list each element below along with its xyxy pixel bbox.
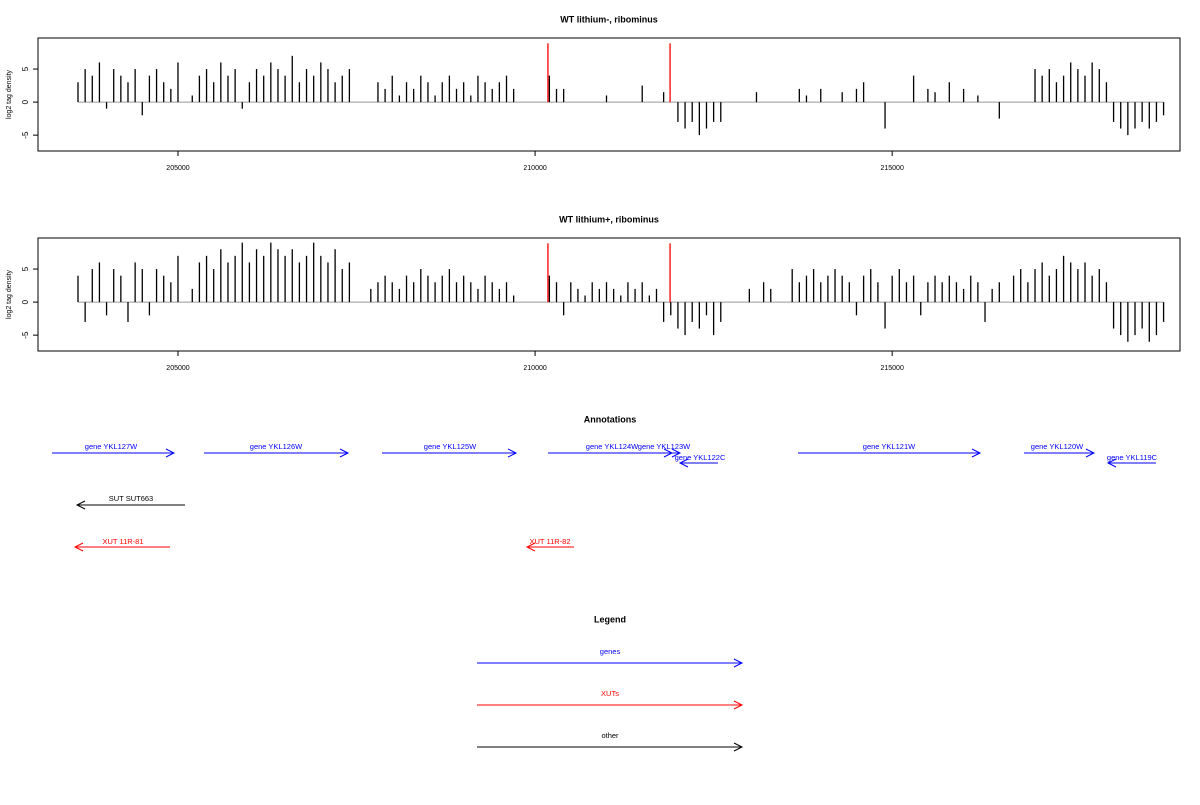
annotation-label: gene YKL121W xyxy=(863,442,916,451)
y-tick-label: 5 xyxy=(21,66,30,71)
annotation-label: gene YKL124W xyxy=(586,442,639,451)
annotation-label: gene YKL120W xyxy=(1031,442,1084,451)
y-tick-label: -5 xyxy=(21,331,30,339)
annotation-label: gene YKL119C xyxy=(1107,453,1158,462)
annotation-label: SUT SUT663 xyxy=(109,494,153,503)
annotation-label: gene YKL125W xyxy=(424,442,477,451)
plot-frame xyxy=(37,237,1181,352)
x-tick-label: 215000 xyxy=(880,365,903,372)
legend-title: Legend xyxy=(594,614,626,624)
x-tick-label: 210000 xyxy=(523,165,546,172)
y-axis-label: log2 tag density xyxy=(6,269,13,319)
annotation-arrow-head xyxy=(339,448,350,458)
x-tick-label: 205000 xyxy=(166,365,189,372)
annotation-arrow-head xyxy=(75,500,86,510)
annotation-arrow-head xyxy=(507,448,518,458)
annotation-label: gene YKL123W xyxy=(638,442,691,451)
y-tick-label: -5 xyxy=(21,131,30,139)
annotation-label: gene YKL127W xyxy=(85,442,138,451)
annotation-arrow-head xyxy=(1106,458,1117,468)
annotation-label: gene YKL126W xyxy=(250,442,303,451)
y-tick-label: 0 xyxy=(21,299,30,304)
annotation-label: XUT 11R-82 xyxy=(530,537,571,546)
annotations-title: Annotations xyxy=(584,414,637,424)
annotation-arrow-head xyxy=(671,448,682,458)
y-axis-label: log2 tag density xyxy=(6,69,13,119)
y-tick-label: 0 xyxy=(21,99,30,104)
chart-title: WT lithium-, ribominus xyxy=(560,14,658,24)
x-tick-label: 210000 xyxy=(523,365,546,372)
plot-frame xyxy=(37,37,1181,152)
annotation-arrow-head xyxy=(165,448,176,458)
legend-arrow-head xyxy=(733,700,744,710)
annotation-arrow-head xyxy=(1085,448,1096,458)
legend-label: XUTs xyxy=(601,689,619,698)
x-tick-label: 215000 xyxy=(880,165,903,172)
x-tick-label: 205000 xyxy=(166,165,189,172)
annotation-arrow-head xyxy=(971,448,982,458)
legend-arrow-head xyxy=(733,658,744,668)
legend-label: other xyxy=(601,731,619,740)
annotation-arrow-head xyxy=(525,542,536,552)
legend-arrow-head xyxy=(733,742,744,752)
annotation-arrow-head xyxy=(73,542,84,552)
annotation-label: XUT 11R-81 xyxy=(103,537,144,546)
annotation-label: gene YKL122C xyxy=(675,453,726,462)
legend-label: genes xyxy=(600,647,621,656)
chart-title: WT lithium+, ribominus xyxy=(559,214,659,224)
annotation-arrow-head xyxy=(678,458,689,468)
y-tick-label: 5 xyxy=(21,266,30,271)
